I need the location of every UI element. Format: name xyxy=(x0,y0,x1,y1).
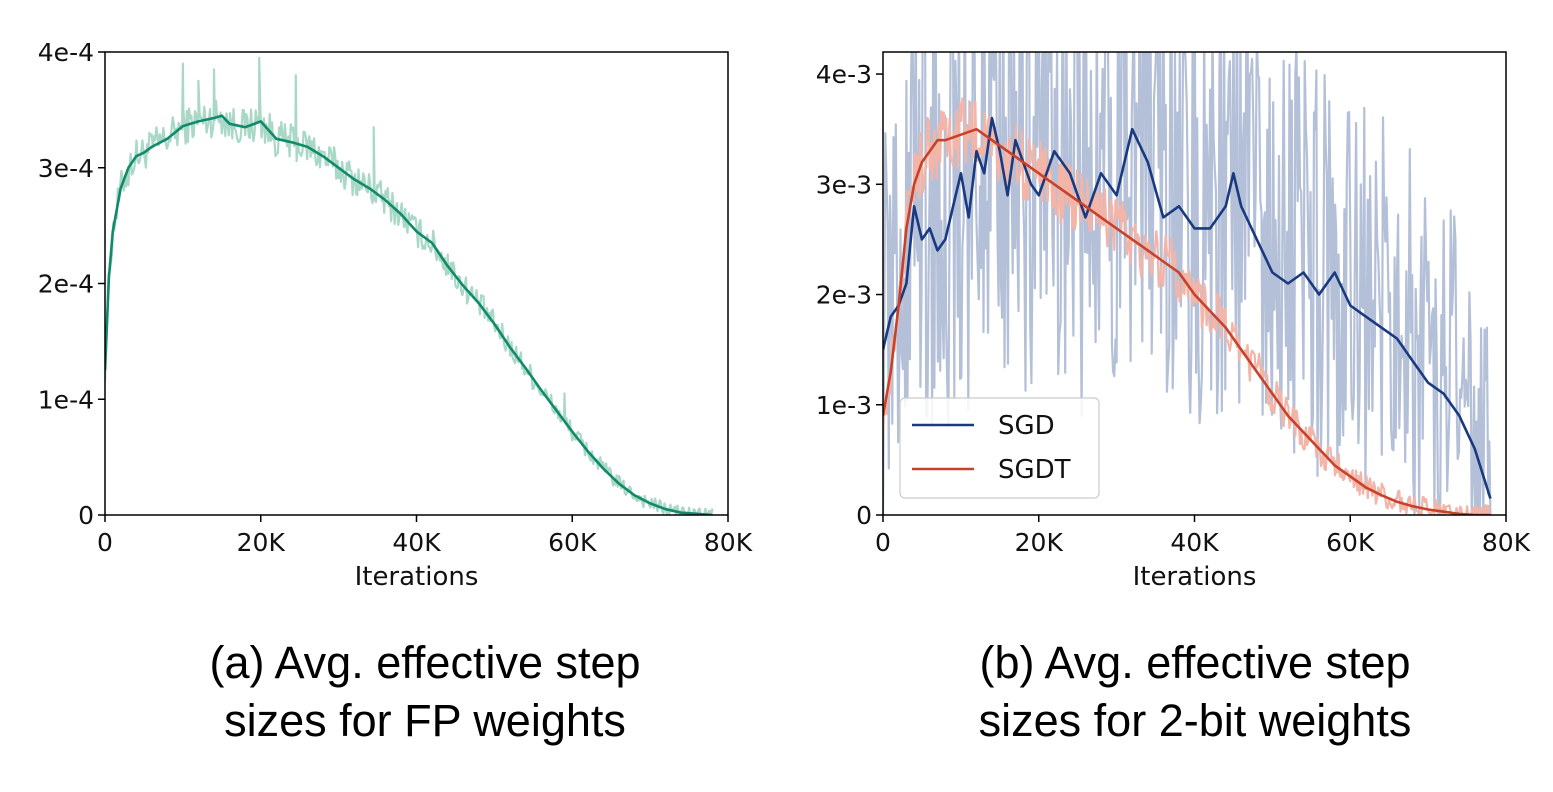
chart-b-caption-line-2: sizes for 2-bit weights xyxy=(978,695,1412,746)
chart-a-y-tick-label: 0 xyxy=(78,501,94,530)
chart-b-x-tick-label: 0 xyxy=(875,528,891,557)
chart-b-legend-box xyxy=(899,397,1100,499)
chart-b-legend-label-sgd: SGD xyxy=(998,411,1055,441)
chart-b-caption-line-1: (b) Avg. effective step xyxy=(979,637,1411,688)
chart-a-panel: 0 20K 40K 60K 80K 0 1e-4 2e-4 3e-4 4e-4 Iterations xyxy=(38,38,753,592)
chart-a-caption-line-1: (a) Avg. effective step xyxy=(209,637,641,688)
chart-a-y-tick-label: 3e-4 xyxy=(38,154,94,183)
chart-a-caption: (a) Avg. effective step sizes for FP wei… xyxy=(120,634,730,750)
chart-b-x-tick-label: 80K xyxy=(1482,528,1531,557)
chart-a-x-tick-label: 20K xyxy=(237,528,286,557)
chart-a-x-axis-title: Iterations xyxy=(355,562,479,592)
chart-a-y-tick-label: 4e-4 xyxy=(38,38,94,67)
chart-b-y-tick-label: 1e-3 xyxy=(816,391,872,420)
chart-a-y-tick-label: 2e-4 xyxy=(38,270,94,299)
chart-b-series-1-raw-line xyxy=(883,97,1491,515)
chart-a-x-tick-label: 60K xyxy=(548,528,597,557)
chart-b-y-tick-label: 0 xyxy=(856,501,872,530)
chart-a-caption-line-2: sizes for FP weights xyxy=(224,695,626,746)
chart-b-legend: SGD SGDT xyxy=(899,397,1100,499)
chart-a-series-0-raw-line xyxy=(105,56,714,515)
chart-b-panel: 0 20K 40K 60K 80K 0 1e-3 2e-3 3e-3 4e-3 Iterations… xyxy=(816,51,1531,592)
chart-b-x-tick-label: 40K xyxy=(1170,528,1219,557)
chart-a-x-tick-label: 40K xyxy=(392,528,441,557)
chart-a-y-tick-label: 1e-4 xyxy=(38,385,94,414)
chart-a-plot-area xyxy=(105,56,714,515)
chart-b-y-tick-label: 4e-3 xyxy=(816,60,872,89)
chart-b-x-axis-title: Iterations xyxy=(1133,562,1257,592)
chart-a-series-0-line xyxy=(105,114,713,515)
chart-b-series-1-line xyxy=(883,127,1491,515)
chart-a-x-tick-label: 80K xyxy=(704,528,753,557)
chart-b-y-tick-label: 3e-3 xyxy=(816,170,872,199)
chart-b-caption: (b) Avg. effective step sizes for 2-bit … xyxy=(880,634,1510,750)
chart-b-x-tick-label: 20K xyxy=(1015,528,1064,557)
chart-b-y-tick-label: 2e-3 xyxy=(816,281,872,310)
chart-b-x-tick-label: 60K xyxy=(1326,528,1375,557)
chart-b-plot-area xyxy=(883,52,1492,515)
chart-b-legend-label-sgdt: SGDT xyxy=(998,455,1071,485)
chart-a-x-tick-label: 0 xyxy=(97,528,113,557)
